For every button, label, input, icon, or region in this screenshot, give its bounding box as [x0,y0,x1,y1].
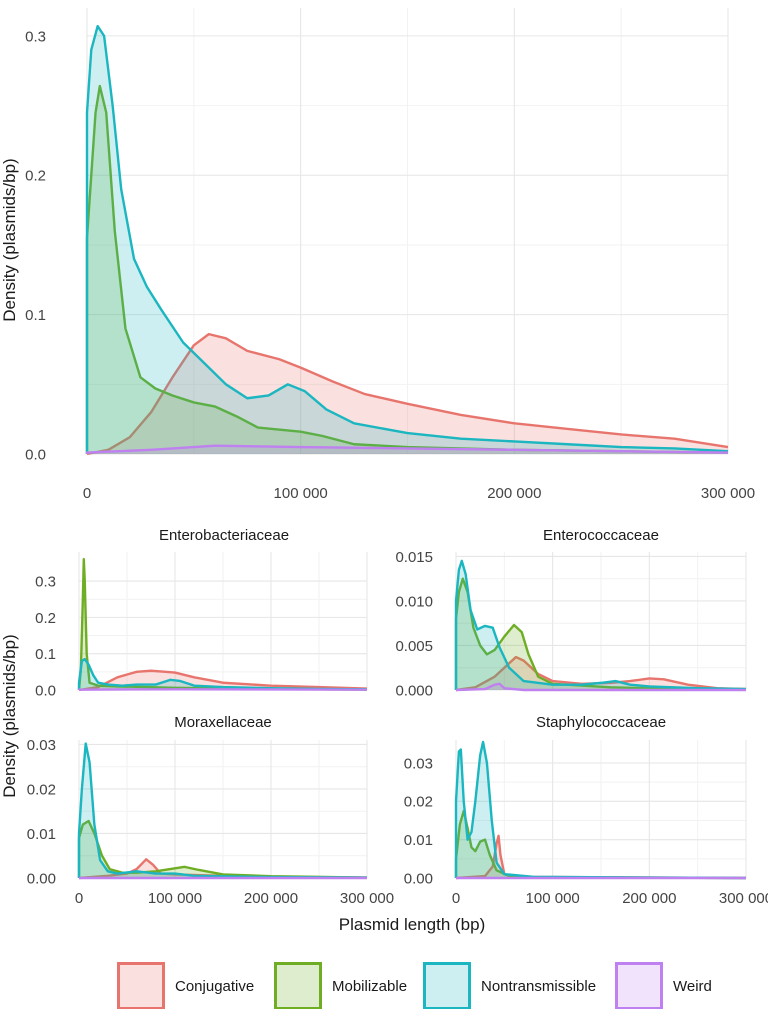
main-xtick-label: 200 000 [487,485,541,502]
facet-enterobacteriaceae-line-mobilizable [77,558,368,691]
facet-enterococcaceae-ytick-label: 0.000 [395,682,433,699]
facet-moraxellaceae-ytick-label: 0.01 [27,826,56,843]
facet-moraxellaceae-ytick-label: 0.03 [27,737,56,754]
legend-key-nontransmissible [423,962,471,1009]
facet-enterobacteriaceae-ytick-label: 0.0 [35,682,56,699]
facet-panel-enterococcaceae: Enterococcaceae 0.000 0.005 0.010 0.015 [395,527,747,699]
facet-enterococcaceae-area-mobilizable [456,578,746,690]
main-area-nontransmissible [87,26,728,455]
main-area-mobilizable [87,86,728,455]
main-area-conjugative [87,334,728,454]
legend-label-conjugative: Conjugative [175,978,254,995]
main-line-conjugative [86,332,729,456]
legend-label-weird: Weird [673,978,712,995]
facet-title-enterobacteriaceae: Enterobacteriaceae [159,527,289,544]
main-line-nontransmissible [85,24,729,454]
facet-staphylococcaceae-ytick-label: 0.00 [404,870,433,887]
legend-label-mobilizable: Mobilizable [332,978,407,995]
facet-panel-enterobacteriaceae: Enterobacteriaceae 0.0 0.1 0.2 0.3 [35,527,368,699]
facet-staphylococcaceae-xtick-label: 0 [452,890,460,907]
legend: Conjugative Mobilizable Nontransmissible We… [117,962,712,1009]
facet-title-staphylococcaceae: Staphylococcaceae [536,714,666,731]
facet-enterococcaceae-line-conjugative [455,655,747,692]
facet-enterococcaceae-ytick-label: 0.015 [395,549,433,566]
facet-moraxellaceae-xtick-label: 300 000 [340,890,394,907]
facet-enterobacteriaceae-ytick-label: 0.1 [35,646,56,663]
facet-enterococcaceae-line-nontransmissible [454,559,747,691]
facet-staphylococcaceae-ytick-label: 0.01 [404,832,433,849]
main-line-weird [85,444,729,454]
legend-key-weird [615,962,663,1009]
facet-enterobacteriaceae-ytick-label: 0.2 [35,610,56,627]
facet-moraxellaceae-xtick-label: 0 [75,890,83,907]
facet-staphylococcaceae-area-mobilizable [456,810,746,878]
facet-moraxellaceae-line-nontransmissible [77,742,368,879]
facet-panel-moraxellaceae: Moraxellaceae 0.00 0.01 0.02 0.03 0 100 000 20… [27,714,394,907]
facet-staphylococcaceae-ytick-label: 0.02 [404,794,433,811]
facet-title-enterococcaceae: Enterococcaceae [543,527,659,544]
main-density-panel: 0.0 0.1 0.2 0.3 0 100 000 200 000 300 000 [25,8,755,502]
main-ytick-label: 0.1 [25,307,46,324]
facet-enterobacteriaceae-area-nontransmissible [79,659,367,690]
facet-staphylococcaceae-xtick-label: 300 000 [719,890,768,907]
main-ytick-label: 0.2 [25,168,46,185]
main-area-weird [87,445,728,454]
main-xtick-label: 300 000 [701,485,755,502]
main-ytick-label: 0.3 [25,28,46,45]
facet-moraxellaceae-ytick-label: 0.02 [27,781,56,798]
main-ytick-label: 0.0 [25,446,46,463]
facet-enterococcaceae-ytick-label: 0.010 [395,593,433,610]
facet-enterococcaceae-ytick-label: 0.005 [395,638,433,655]
legend-label-nontransmissible: Nontransmissible [481,978,596,995]
facet-enterobacteriaceae-line-nontransmissible [77,657,368,691]
main-y-axis-label: Density (plasmids/bp) [0,158,19,321]
facet-enterobacteriaceae-ytick-label: 0.3 [35,573,56,590]
facet-enterococcaceae-line-weird [455,682,746,692]
facet-title-moraxellaceae: Moraxellaceae [174,714,272,731]
facet-panel-staphylococcaceae: Staphylococcaceae 0.00 0.01 0.02 0.03 0 100 0… [404,714,768,907]
facet-staphylococcaceae-xtick-label: 100 000 [526,890,580,907]
main-xtick-label: 100 000 [274,485,328,502]
facet-moraxellaceae-ytick-label: 0.00 [27,870,56,887]
facet-staphylococcaceae-line-nontransmissible [454,740,747,880]
facet-y-axis-label: Density (plasmids/bp) [0,634,19,797]
facet-enterobacteriaceae-line-weird [77,688,368,691]
x-axis-label: Plasmid length (bp) [339,915,485,934]
facet-moraxellaceae-xtick-label: 200 000 [244,890,298,907]
main-xtick-label: 0 [83,485,91,502]
facet-enterobacteriaceae-line-conjugative [78,669,368,692]
legend-key-mobilizable [274,962,322,1009]
facet-staphylococcaceae-xtick-label: 200 000 [622,890,676,907]
facet-moraxellaceae-xtick-label: 100 000 [148,890,202,907]
facet-staphylococcaceae-ytick-label: 0.03 [404,755,433,772]
main-line-mobilizable [85,84,729,454]
legend-key-conjugative [117,962,165,1009]
facet-enterococcaceae-area-nontransmissible [456,560,746,690]
